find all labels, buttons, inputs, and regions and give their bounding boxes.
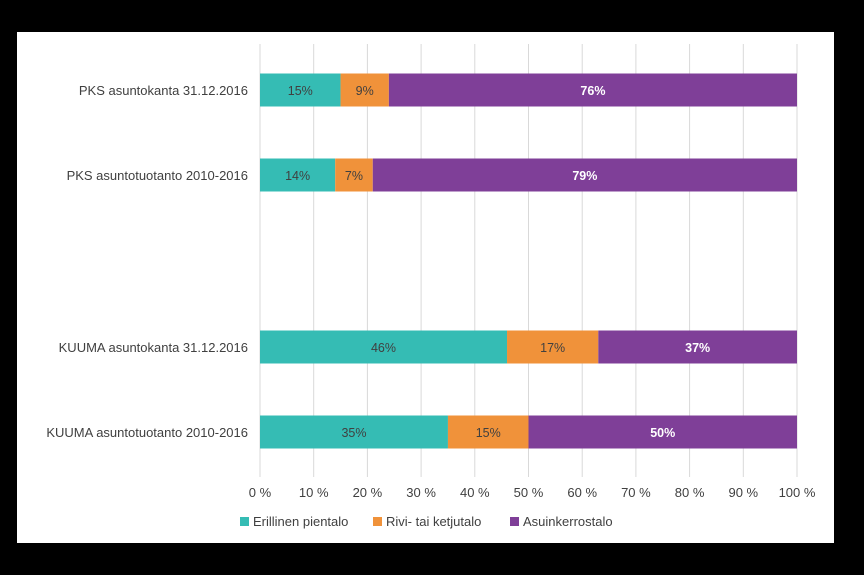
data-label: 15%: [476, 426, 501, 440]
data-label: 76%: [580, 84, 605, 98]
x-tick-label: 70 %: [621, 485, 651, 500]
data-label: 7%: [345, 169, 363, 183]
x-tick-label: 10 %: [299, 485, 329, 500]
x-tick-label: 20 %: [353, 485, 383, 500]
bar-segment: [598, 330, 797, 364]
legend-label: Rivi- tai ketjutalo: [386, 514, 481, 529]
chart-panel: 15% 9% 76% 14% 7% 79% 46% 17% 37% 35% 15% 50% PKS a…: [17, 32, 834, 543]
gridlines: [259, 44, 798, 477]
data-label: 46%: [371, 341, 396, 355]
bar-segment: [340, 73, 389, 107]
data-label: 15%: [288, 84, 313, 98]
legend-label: Erillinen pientalo: [253, 514, 348, 529]
stacked-bar-chart: 15% 9% 76% 14% 7% 79% 46% 17% 37% 35% 15% 50% PKS a…: [46, 44, 816, 529]
category-label: KUUMA asuntokanta 31.12.2016: [59, 340, 248, 355]
bar-segment: [528, 415, 797, 449]
x-tick-label: 50 %: [514, 485, 544, 500]
x-tick-label: 40 %: [460, 485, 490, 500]
legend-label: Asuinkerrostalo: [523, 514, 613, 529]
data-label: 14%: [285, 169, 310, 183]
x-tick-label: 0 %: [249, 485, 272, 500]
legend-swatch: [510, 517, 519, 526]
bar-segment: [335, 158, 373, 192]
bar-segment: [507, 330, 599, 364]
category-label: KUUMA asuntotuotanto 2010-2016: [46, 425, 248, 440]
bar-segment: [260, 415, 448, 449]
x-tick-label: 60 %: [567, 485, 597, 500]
category-labels: PKS asuntokanta 31.12.2016 PKS asuntotuot…: [46, 83, 248, 440]
x-tick-label: 30 %: [406, 485, 436, 500]
bar-segment: [260, 158, 336, 192]
category-label: PKS asuntotuotanto 2010-2016: [67, 168, 248, 183]
legend-swatch: [240, 517, 249, 526]
bars: 15% 9% 76% 14% 7% 79% 46% 17% 37% 35% 15% 50%: [260, 73, 797, 449]
data-label: 37%: [685, 341, 710, 355]
bar-segment: [447, 415, 529, 449]
x-tick-label: 90 %: [728, 485, 758, 500]
data-label: 17%: [540, 341, 565, 355]
category-label: PKS asuntokanta 31.12.2016: [79, 83, 248, 98]
bar-segment: [260, 73, 341, 107]
data-label: 35%: [341, 426, 366, 440]
bar-segment: [260, 330, 508, 364]
data-label: 9%: [356, 84, 374, 98]
bar-segment: [388, 73, 797, 107]
data-label: 50%: [650, 426, 675, 440]
x-tick-label: 100 %: [779, 485, 816, 500]
legend: Erillinen pientalo Rivi- tai ketjutalo Asu…: [240, 514, 613, 529]
x-axis-ticks: 0 % 10 % 20 % 30 % 40 % 50 % 60 % 70 % 80 % 90 % 1…: [249, 485, 816, 500]
data-label: 79%: [572, 169, 597, 183]
bar-segment: [372, 158, 797, 192]
x-tick-label: 80 %: [675, 485, 705, 500]
legend-swatch: [373, 517, 382, 526]
